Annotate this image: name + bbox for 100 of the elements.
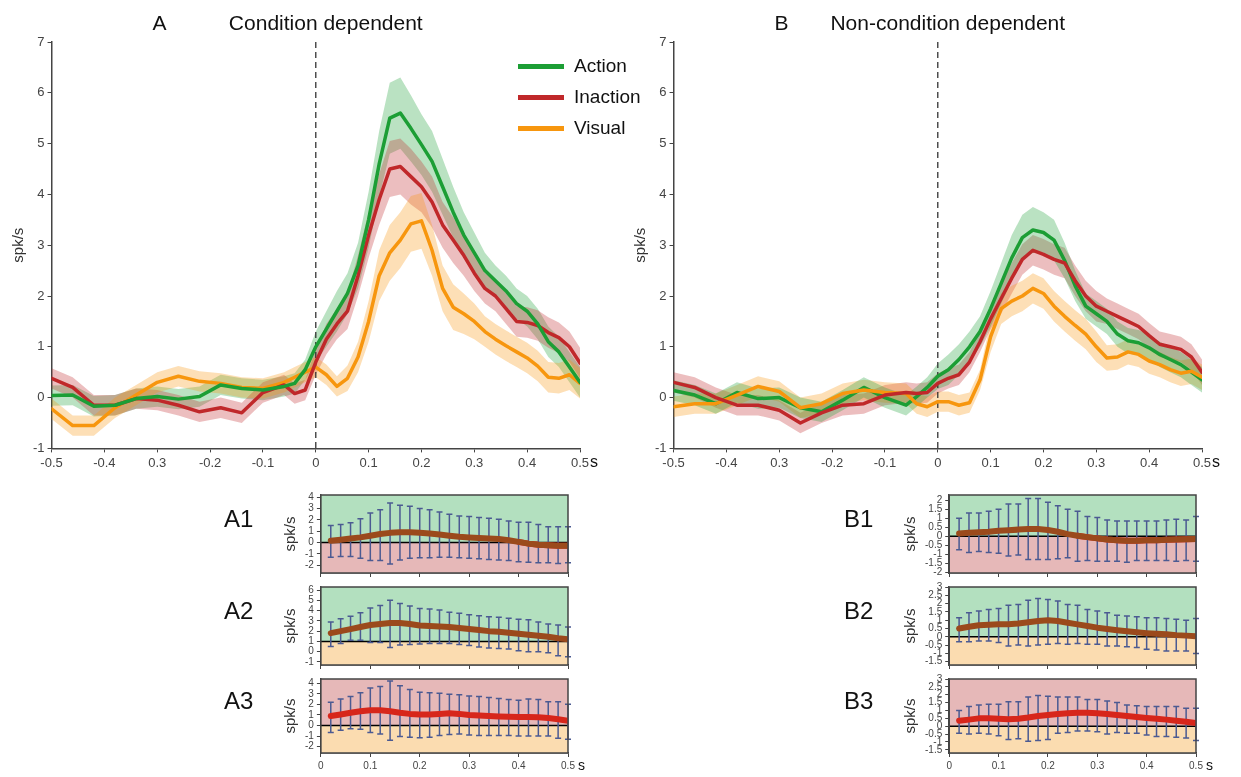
legend-label: Visual: [574, 117, 626, 138]
legend-label: Inaction: [574, 86, 641, 107]
y-tick-label: 2: [37, 287, 45, 303]
y-tick-label: 5: [308, 594, 315, 606]
x-tick-label: -0.4: [715, 454, 738, 470]
x-tick-label: 0.2: [412, 759, 428, 771]
y-tick-label: 2: [936, 494, 943, 506]
y-tick-label: 3: [308, 502, 315, 514]
x-tick-label: 0.5: [1192, 454, 1212, 470]
chart-title: Condition dependent: [228, 10, 423, 34]
x-tick-label: 0.3: [465, 454, 484, 470]
x-tick-label: 0.4: [1140, 454, 1159, 470]
y-tick-label: 2: [308, 513, 315, 525]
y-tick-label: -1: [304, 547, 315, 559]
x-axis-title: s: [578, 756, 585, 773]
x-tick-label: 0: [318, 759, 325, 771]
y-tick-label: 6: [308, 583, 315, 595]
y-axis-title: spk/s: [281, 608, 299, 644]
y-tick-label: 3: [936, 580, 943, 592]
y-axis-title: spk/s: [901, 698, 919, 734]
y-axis-title: spk/s: [901, 608, 919, 644]
chart-title: A1: [224, 504, 254, 532]
y-axis-title: spk/s: [281, 516, 299, 552]
y-tick-label: 4: [308, 604, 315, 616]
x-axis-title: s: [590, 452, 598, 470]
y-axis-title: spk/s: [281, 698, 299, 734]
y-tick-label: -1: [304, 655, 315, 667]
x-tick-label: 0.2: [1040, 759, 1056, 771]
y-tick-label: -2: [933, 565, 943, 577]
chart-title: B1: [844, 504, 874, 532]
y-tick-label: 3: [37, 236, 45, 252]
y-tick-label: 7: [37, 33, 45, 49]
y-tick-label: 6: [659, 84, 667, 100]
legend-label: Action: [574, 55, 627, 76]
y-tick-label: 0: [308, 536, 315, 548]
y-tick-label: 1: [308, 708, 315, 720]
y-tick-label: 2: [308, 624, 315, 636]
y-tick-label: 3: [659, 236, 667, 252]
x-tick-label: -0.2: [198, 454, 222, 470]
x-tick-label: 0.1: [359, 454, 378, 470]
x-tick-label: 0.2: [1034, 454, 1053, 470]
x-tick-label: 0.3: [462, 759, 477, 771]
y-tick-label: 5: [37, 135, 45, 151]
x-tick-label: 0.3: [1090, 759, 1105, 771]
y-tick-label: 0: [308, 719, 315, 731]
y-axis-title: spk/s: [9, 227, 27, 263]
y-tick-label: 1: [936, 512, 943, 524]
chart-title: B3: [844, 686, 874, 714]
y-tick-label: 1: [37, 338, 45, 354]
y-tick-label: -1: [304, 729, 315, 741]
y-axis-title: spk/s: [631, 227, 649, 263]
y-tick-label: 7: [659, 33, 667, 49]
x-tick-label: 0.1: [991, 759, 1006, 771]
x-tick-label: 0.5: [570, 454, 590, 470]
y-tick-label: -1: [655, 439, 667, 455]
y-tick-label: 4: [308, 491, 315, 503]
x-tick-label: 0.4: [511, 759, 526, 771]
chart-title: A2: [224, 596, 254, 624]
x-axis-title: s: [1206, 756, 1213, 773]
y-tick-label: 2: [308, 698, 315, 710]
x-tick-label: 0.1: [363, 759, 378, 771]
chart-title: Non-condition dependent: [830, 10, 1066, 34]
x-tick-label: 0.3: [770, 454, 789, 470]
y-tick-label: 0: [659, 389, 667, 405]
x-axis-title: s: [1212, 452, 1220, 470]
text: B: [774, 10, 789, 34]
y-tick-label: 1: [308, 524, 315, 536]
y-tick-label: 5: [659, 135, 667, 151]
y-tick-label: -2: [304, 740, 315, 752]
y-tick-label: 6: [37, 84, 45, 100]
x-tick-label: 0.4: [1139, 759, 1155, 771]
x-tick-label: 0: [946, 759, 953, 771]
x-tick-label: 0.3: [148, 454, 167, 470]
y-tick-label: -1: [933, 547, 943, 559]
x-tick-label: 0.4: [518, 454, 537, 470]
y-tick-label: -0.5: [925, 538, 943, 550]
x-tick-label: -0.1: [251, 454, 275, 470]
text: A: [152, 10, 167, 34]
y-tick-label: 3: [308, 614, 315, 626]
x-tick-label: 0.5: [561, 759, 576, 771]
y-tick-label: 0: [308, 645, 315, 657]
y-tick-label: 1: [308, 635, 315, 647]
chart-title: B2: [844, 596, 874, 624]
y-axis-title: spk/s: [901, 516, 919, 552]
x-tick-label: -0.2: [820, 454, 844, 470]
chart-title: A3: [224, 686, 254, 714]
x-tick-label: -0.4: [93, 454, 116, 470]
y-tick-label: 1.5: [928, 503, 943, 515]
y-tick-label: 4: [659, 185, 667, 201]
y-tick-label: 1: [659, 338, 667, 354]
y-tick-label: 0: [37, 389, 45, 405]
y-tick-label: -1.5: [925, 556, 943, 568]
x-tick-label: 0.3: [1087, 454, 1106, 470]
y-tick-label: 4: [37, 185, 45, 201]
x-tick-label: 0.2: [412, 454, 431, 470]
y-tick-label: 2: [659, 287, 667, 303]
x-tick-label: 0.1: [981, 454, 1000, 470]
y-tick-label: 3: [308, 687, 315, 699]
x-tick-label: -0.1: [873, 454, 897, 470]
y-tick-label: -1: [33, 439, 45, 455]
